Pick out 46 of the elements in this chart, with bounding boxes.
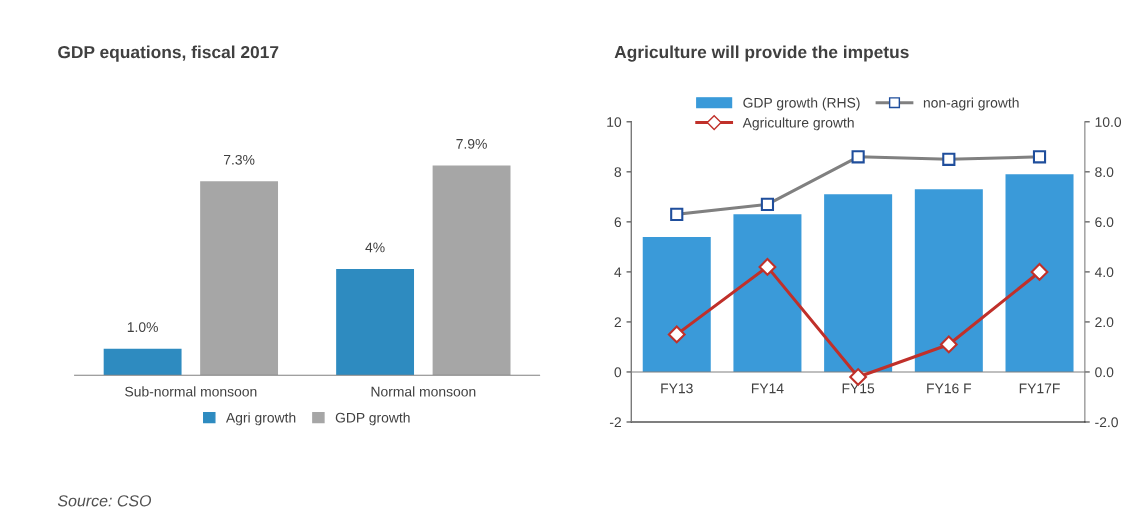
legend-label: GDP growth <box>335 412 410 426</box>
y-tick-label: -2 <box>609 417 621 428</box>
bar <box>824 194 893 372</box>
x-tick-label: FY14 <box>751 383 784 394</box>
y2-tick-label: 4.0 <box>1094 267 1114 278</box>
legend-label: GDP growth (RHS) <box>743 97 860 111</box>
y-tick-label: 10 <box>607 117 622 127</box>
y-tick-label: 0 <box>614 367 622 378</box>
bar <box>642 236 711 372</box>
x-tick-label: FY16 F <box>927 383 972 394</box>
x-tick-label: FY15 <box>842 383 875 394</box>
source-note: Source: CSO <box>57 495 152 507</box>
data-label: 4% <box>365 242 385 253</box>
x-tick-label: FY13 <box>661 383 693 394</box>
x-tick-label: Sub-normal monsoon <box>125 386 257 397</box>
bar <box>733 214 802 372</box>
y2-tick-label: 0.0 <box>1095 367 1114 378</box>
point <box>758 258 777 276</box>
y2-tick-label: 6.0 <box>1095 217 1114 228</box>
legend-label: Agriculture growth <box>742 117 854 131</box>
point <box>939 335 958 354</box>
point <box>1030 263 1049 281</box>
x-tick-label: Normal monsoon <box>371 386 476 397</box>
data-label: 7.9% <box>456 138 487 149</box>
legend-label: Agri growth <box>225 412 296 426</box>
legend-label: non-agri growth <box>923 97 1019 111</box>
y-tick-label: 2 <box>614 317 621 327</box>
y2-tick-label: -2.0 <box>1095 417 1118 428</box>
bar <box>1005 174 1074 372</box>
y2-tick-label: 8.0 <box>1095 167 1114 178</box>
data-label: 7.3% <box>223 154 255 165</box>
y-tick-label: 8 <box>614 167 622 178</box>
bar <box>103 348 182 376</box>
x-tick-label: FY17F <box>1019 383 1060 394</box>
y2-tick-label: 2.0 <box>1095 317 1114 328</box>
chart-title: Agriculture will provide the impetus <box>614 45 909 62</box>
y-tick-label: 4 <box>614 267 622 277</box>
bar <box>432 165 511 376</box>
y-tick-label: 6 <box>614 217 622 228</box>
bar <box>200 181 279 376</box>
data-label: 1.0% <box>127 322 158 333</box>
bar <box>914 189 983 372</box>
chart-title: GDP equations, fiscal 2017 <box>58 45 279 62</box>
y2-tick-label: 10.0 <box>1095 117 1122 127</box>
bar <box>336 268 415 376</box>
point <box>667 325 686 344</box>
